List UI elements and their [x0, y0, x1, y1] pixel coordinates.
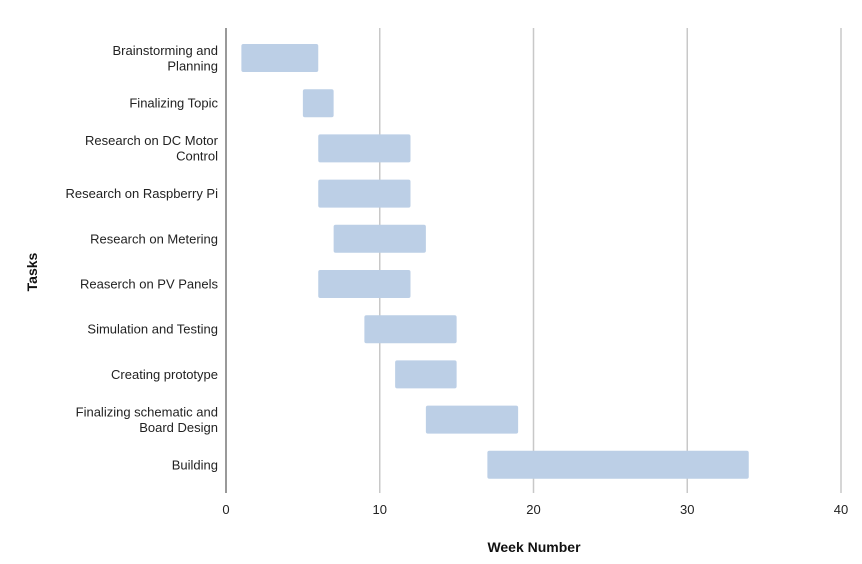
task-bar: [364, 315, 457, 344]
x-tick-label: 30: [680, 502, 694, 517]
task-bars: [241, 44, 749, 479]
y-axis-title: Tasks: [24, 252, 40, 291]
task-label: Research on Metering: [90, 231, 218, 246]
x-tick-labels: 0 10 20 30 40: [222, 502, 848, 517]
task-label: Finalizing schematic and: [76, 404, 218, 419]
x-tick-label: 10: [373, 502, 387, 517]
task-bar: [487, 450, 749, 479]
task-label: Simulation and Testing: [87, 322, 218, 337]
task-label: Planning: [167, 58, 218, 73]
task-label: Reaserch on PV Panels: [80, 277, 219, 292]
task-label: Control: [176, 149, 218, 164]
x-tick-label: 40: [834, 502, 848, 517]
task-label: Creating prototype: [111, 367, 218, 382]
task-label: Board Design: [139, 420, 218, 435]
task-bar: [395, 360, 457, 389]
x-axis-title: Week Number: [487, 539, 581, 555]
task-label: Building: [172, 457, 218, 472]
task-label: Research on Raspberry Pi: [66, 186, 219, 201]
task-bar: [302, 89, 334, 118]
grid-lines: [379, 28, 842, 493]
x-tick-label: 20: [526, 502, 540, 517]
task-bar: [425, 405, 519, 434]
task-label: Finalizing Topic: [129, 96, 218, 111]
task-bar: [318, 134, 411, 163]
task-bar: [318, 179, 411, 208]
task-bar: [333, 224, 426, 253]
task-label: Research on DC Motor: [85, 133, 219, 148]
x-tick-label: 0: [222, 502, 229, 517]
task-label: Brainstorming and: [113, 43, 219, 58]
task-bar: [241, 44, 319, 72]
task-bar: [318, 270, 411, 298]
